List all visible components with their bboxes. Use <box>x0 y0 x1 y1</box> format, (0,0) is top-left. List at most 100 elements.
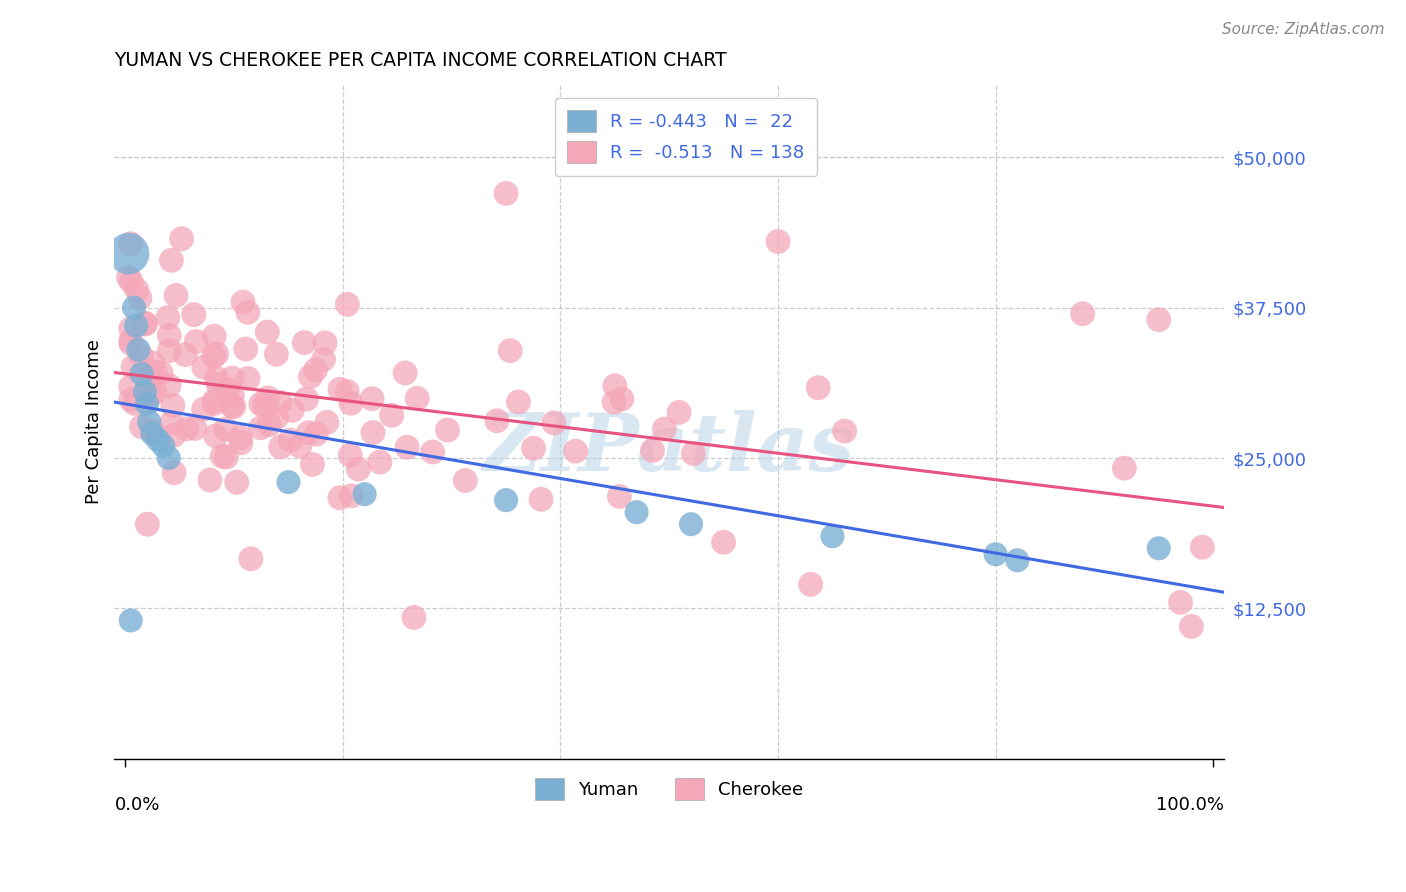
Point <box>1170 595 1192 609</box>
Point <box>297 425 319 440</box>
Point <box>454 474 477 488</box>
Point <box>315 415 337 429</box>
Point <box>176 422 198 436</box>
Point <box>120 336 142 351</box>
Point <box>329 382 352 396</box>
Point <box>131 419 153 434</box>
Point <box>800 577 823 591</box>
Point <box>202 329 225 343</box>
Point <box>143 366 166 380</box>
Point <box>152 439 174 453</box>
Point <box>156 310 179 325</box>
Point <box>174 348 197 362</box>
Point <box>134 316 156 330</box>
Point <box>125 318 148 333</box>
Point <box>211 449 233 463</box>
Point <box>141 424 163 438</box>
Point <box>202 396 225 410</box>
Point <box>766 235 789 249</box>
Point <box>314 335 336 350</box>
Point <box>295 392 318 406</box>
Point <box>236 305 259 319</box>
Point <box>679 517 702 532</box>
Point <box>277 475 299 489</box>
Point <box>157 378 180 392</box>
Point <box>117 246 139 260</box>
Point <box>361 392 384 406</box>
Y-axis label: Per Capita Income: Per Capita Income <box>86 340 103 504</box>
Point <box>229 431 252 445</box>
Point <box>530 492 553 507</box>
Point <box>204 429 226 443</box>
Point <box>603 379 626 393</box>
Point <box>124 396 146 410</box>
Point <box>217 383 239 397</box>
Point <box>406 391 429 405</box>
Point <box>381 409 404 423</box>
Point <box>610 392 633 406</box>
Point <box>120 334 142 348</box>
Point <box>257 417 280 432</box>
Point <box>207 377 229 392</box>
Point <box>170 232 193 246</box>
Point <box>205 347 228 361</box>
Point <box>136 384 159 399</box>
Point <box>138 415 160 429</box>
Point <box>215 422 238 436</box>
Point <box>163 466 186 480</box>
Point <box>257 391 280 405</box>
Point <box>183 308 205 322</box>
Point <box>361 425 384 440</box>
Point <box>1191 540 1213 554</box>
Point <box>222 400 245 414</box>
Point <box>269 395 291 409</box>
Point <box>1147 312 1170 326</box>
Point <box>499 343 522 358</box>
Point <box>312 352 335 367</box>
Point <box>146 433 169 447</box>
Point <box>1180 619 1202 633</box>
Point <box>682 447 704 461</box>
Point <box>249 421 271 435</box>
Point <box>202 349 225 363</box>
Point <box>120 322 142 336</box>
Point <box>270 440 292 454</box>
Point <box>340 396 363 410</box>
Point <box>834 424 856 438</box>
Point <box>1007 553 1029 567</box>
Point <box>508 395 530 409</box>
Point <box>236 371 259 385</box>
Point <box>713 535 735 549</box>
Point <box>160 416 183 430</box>
Point <box>368 455 391 469</box>
Point <box>202 393 225 408</box>
Point <box>305 427 328 442</box>
Point <box>641 443 664 458</box>
Point <box>142 356 165 370</box>
Point <box>339 448 361 462</box>
Point <box>134 384 156 399</box>
Point <box>134 317 156 331</box>
Point <box>120 392 142 407</box>
Point <box>253 399 276 413</box>
Point <box>495 493 517 508</box>
Point <box>221 399 243 413</box>
Point <box>131 367 153 381</box>
Point <box>125 283 148 297</box>
Point <box>495 186 517 201</box>
Point <box>807 381 830 395</box>
Point <box>281 403 304 417</box>
Point <box>336 297 359 311</box>
Point <box>329 491 352 505</box>
Point <box>162 399 184 413</box>
Point <box>288 439 311 453</box>
Point <box>141 364 163 378</box>
Point <box>336 384 359 399</box>
Point <box>225 475 247 490</box>
Point <box>129 349 152 363</box>
Point <box>564 444 586 458</box>
Point <box>160 253 183 268</box>
Point <box>221 371 243 385</box>
Point <box>117 270 139 285</box>
Point <box>422 445 444 459</box>
